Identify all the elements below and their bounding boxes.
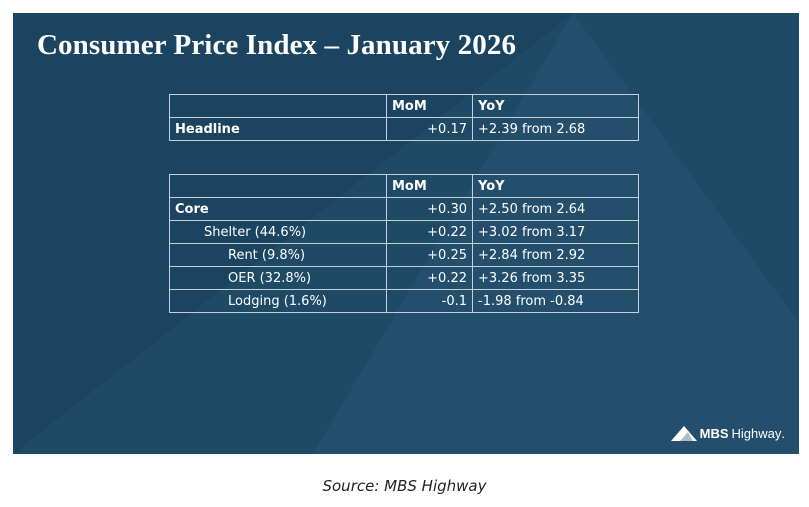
row-mom-value: +0.22: [386, 266, 473, 290]
core-table: MoM YoY Core +0.30 +2.50 from 2.64 Shelt…: [169, 174, 639, 313]
header-cell-yoy: YoY: [472, 94, 639, 118]
row-yoy-value: +2.39 from 2.68: [472, 117, 639, 141]
row-label: Core: [169, 197, 387, 221]
row-yoy-value: -1.98 from -0.84: [472, 289, 639, 313]
row-mom-value: -0.1: [386, 289, 473, 313]
row-yoy-value: +3.02 from 3.17: [472, 220, 639, 244]
slide-title: Consumer Price Index – January 2026: [37, 29, 517, 61]
logo-trademark-dot: .: [781, 425, 785, 441]
row-mom-value: +0.17: [386, 117, 473, 141]
row-label: Shelter (44.6%): [169, 220, 387, 244]
row-label: Headline: [169, 117, 387, 141]
table-header-row: MoM YoY: [169, 94, 639, 118]
mountain-logo-icon: [670, 426, 697, 441]
header-cell-label: [169, 94, 387, 118]
table-header-row: MoM YoY: [169, 174, 639, 198]
row-yoy-value: +2.50 from 2.64: [472, 197, 639, 221]
logo-text-highway: Highway: [731, 425, 782, 441]
row-yoy-value: +3.26 from 3.35: [472, 266, 639, 290]
row-mom-value: +0.25: [386, 243, 473, 267]
header-cell-yoy: YoY: [472, 174, 639, 198]
table-row: Headline +0.17 +2.39 from 2.68: [169, 117, 639, 141]
table-row: Shelter (44.6%) +0.22 +3.02 from 3.17: [169, 220, 639, 244]
row-yoy-value: +2.84 from 2.92: [472, 243, 639, 267]
table-row: Lodging (1.6%) -0.1 -1.98 from -0.84: [169, 289, 639, 313]
header-cell-label: [169, 174, 387, 198]
row-label: Lodging (1.6%): [169, 289, 387, 313]
source-caption: Source: MBS Highway: [322, 477, 487, 495]
table-row: Core +0.30 +2.50 from 2.64: [169, 197, 639, 221]
cpi-slide: Consumer Price Index – January 2026 MoM …: [13, 13, 799, 454]
logo-text-mbs: MBS: [699, 425, 729, 441]
row-mom-value: +0.30: [386, 197, 473, 221]
header-cell-mom: MoM: [386, 94, 473, 118]
row-mom-value: +0.22: [386, 220, 473, 244]
row-label: Rent (9.8%): [169, 243, 387, 267]
headline-table: MoM YoY Headline +0.17 +2.39 from 2.68: [169, 94, 639, 141]
table-row: Rent (9.8%) +0.25 +2.84 from 2.92: [169, 243, 639, 267]
row-label: OER (32.8%): [169, 266, 387, 290]
table-row: OER (32.8%) +0.22 +3.26 from 3.35: [169, 266, 639, 290]
mbs-highway-logo: MBS Highway .: [670, 425, 785, 441]
header-cell-mom: MoM: [386, 174, 473, 198]
